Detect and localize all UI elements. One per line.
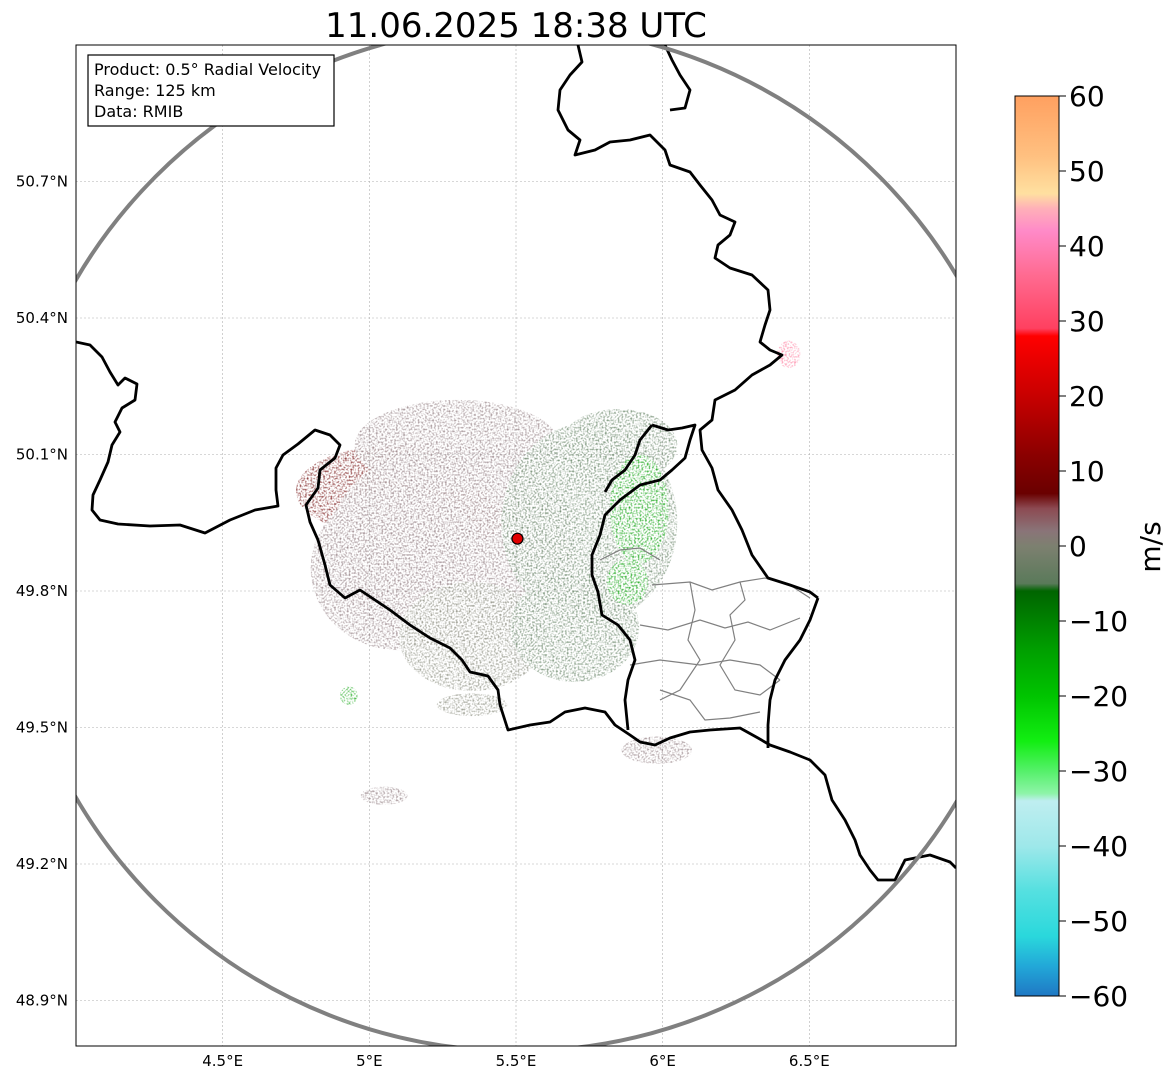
district-boundary-3 — [659, 581, 701, 701]
info-box: Product: 0.5° Radial Velocity Range: 125… — [87, 54, 335, 127]
x-tick-label: 5.5°E — [496, 1052, 537, 1070]
echo-region-13 — [360, 786, 408, 805]
map-layers — [76, 45, 956, 1046]
map-axes: 4.5°E 5°E 5.5°E 6°E 6.5°E 48.9°N 49.2°N 49.5°N… — [16, 44, 957, 1070]
colorbar-tick-label: −20 — [1069, 680, 1128, 713]
border-luxembourg-east — [766, 597, 820, 748]
country-borders — [76, 45, 956, 882]
colorbar-tick-label: −10 — [1069, 605, 1128, 638]
map-frame — [75, 44, 957, 1047]
radar-site-marker — [511, 532, 524, 545]
y-tick-labels: 48.9°N 49.2°N 49.5°N 49.8°N 50.1°N 50.4°N 50.7… — [16, 173, 68, 1010]
district-boundary-2 — [639, 617, 801, 631]
colorbar-tick-label: 50 — [1069, 155, 1105, 188]
district-boundary-4 — [719, 581, 781, 696]
colorbar-tick-label: 30 — [1069, 305, 1105, 338]
chart-title: 11.06.2025 18:38 UTC — [325, 6, 707, 46]
district-boundary-7 — [599, 547, 661, 561]
y-tick-label: 50.1°N — [16, 446, 68, 464]
colorbar-tick-label: −50 — [1069, 905, 1128, 938]
district-boundary-5 — [629, 659, 781, 681]
district-boundaries — [599, 547, 811, 721]
info-range: Range: 125 km — [94, 81, 216, 100]
colorbar: −60 −50 −40 −30 −20 −10 0 10 20 30 40 50 60 m/s — [1014, 80, 1167, 1013]
colorbar-tick-label: 60 — [1069, 80, 1105, 113]
echo-region-15 — [340, 686, 358, 705]
colorbar-label: m/s — [1134, 521, 1167, 572]
echo-region-11 — [621, 736, 692, 764]
colorbar-tick-label: 20 — [1069, 380, 1105, 413]
border-belgium-lux-north — [556, 45, 819, 600]
y-tick-label: 49.8°N — [16, 582, 68, 600]
colorbar-tick-label: −30 — [1069, 755, 1128, 788]
echo-region-4 — [354, 399, 560, 491]
echo-region-5 — [398, 581, 546, 692]
x-tick-label: 6.5°E — [789, 1052, 830, 1070]
colorbar-tick-label: 40 — [1069, 230, 1105, 263]
border-luxembourg-north — [603, 424, 654, 493]
colorbar-tick-label: 0 — [1069, 530, 1087, 563]
colorbar-tick-label: 10 — [1069, 455, 1105, 488]
y-tick-label: 50.7°N — [16, 173, 68, 191]
border-luxembourg-west — [590, 423, 697, 731]
colorbar-ticks: −60 −50 −40 −30 −20 −10 0 10 20 30 40 50 60 — [1059, 80, 1128, 1013]
colorbar-tick-label: −40 — [1069, 830, 1128, 863]
colorbar-scale — [1014, 95, 1060, 997]
info-data-source: Data: RMIB — [94, 102, 183, 121]
district-boundary-6 — [659, 689, 761, 721]
x-tick-label: 5°E — [356, 1052, 383, 1070]
info-box-frame — [87, 54, 335, 127]
y-tick-label: 48.9°N — [16, 992, 68, 1010]
x-tick-labels: 4.5°E 5°E 5.5°E 6°E 6.5°E — [202, 1052, 830, 1070]
info-product: Product: 0.5° Radial Velocity — [94, 60, 321, 79]
echo-region-9 — [609, 454, 669, 564]
y-tick-label: 49.5°N — [16, 719, 68, 737]
echo-region-12 — [436, 693, 508, 717]
border-netherlands — [663, 45, 692, 112]
echo-region-14 — [777, 340, 801, 369]
x-tick-label: 4.5°E — [202, 1052, 243, 1070]
colorbar-tick-label: −60 — [1069, 980, 1128, 1013]
y-tick-label: 49.2°N — [16, 855, 68, 873]
radar-echoes — [296, 340, 801, 805]
x-tick-label: 6°E — [649, 1052, 676, 1070]
echo-region-10 — [606, 559, 648, 605]
y-tick-label: 50.4°N — [16, 309, 68, 327]
echo-region-7 — [510, 572, 640, 683]
border-france-belgium — [76, 340, 956, 882]
